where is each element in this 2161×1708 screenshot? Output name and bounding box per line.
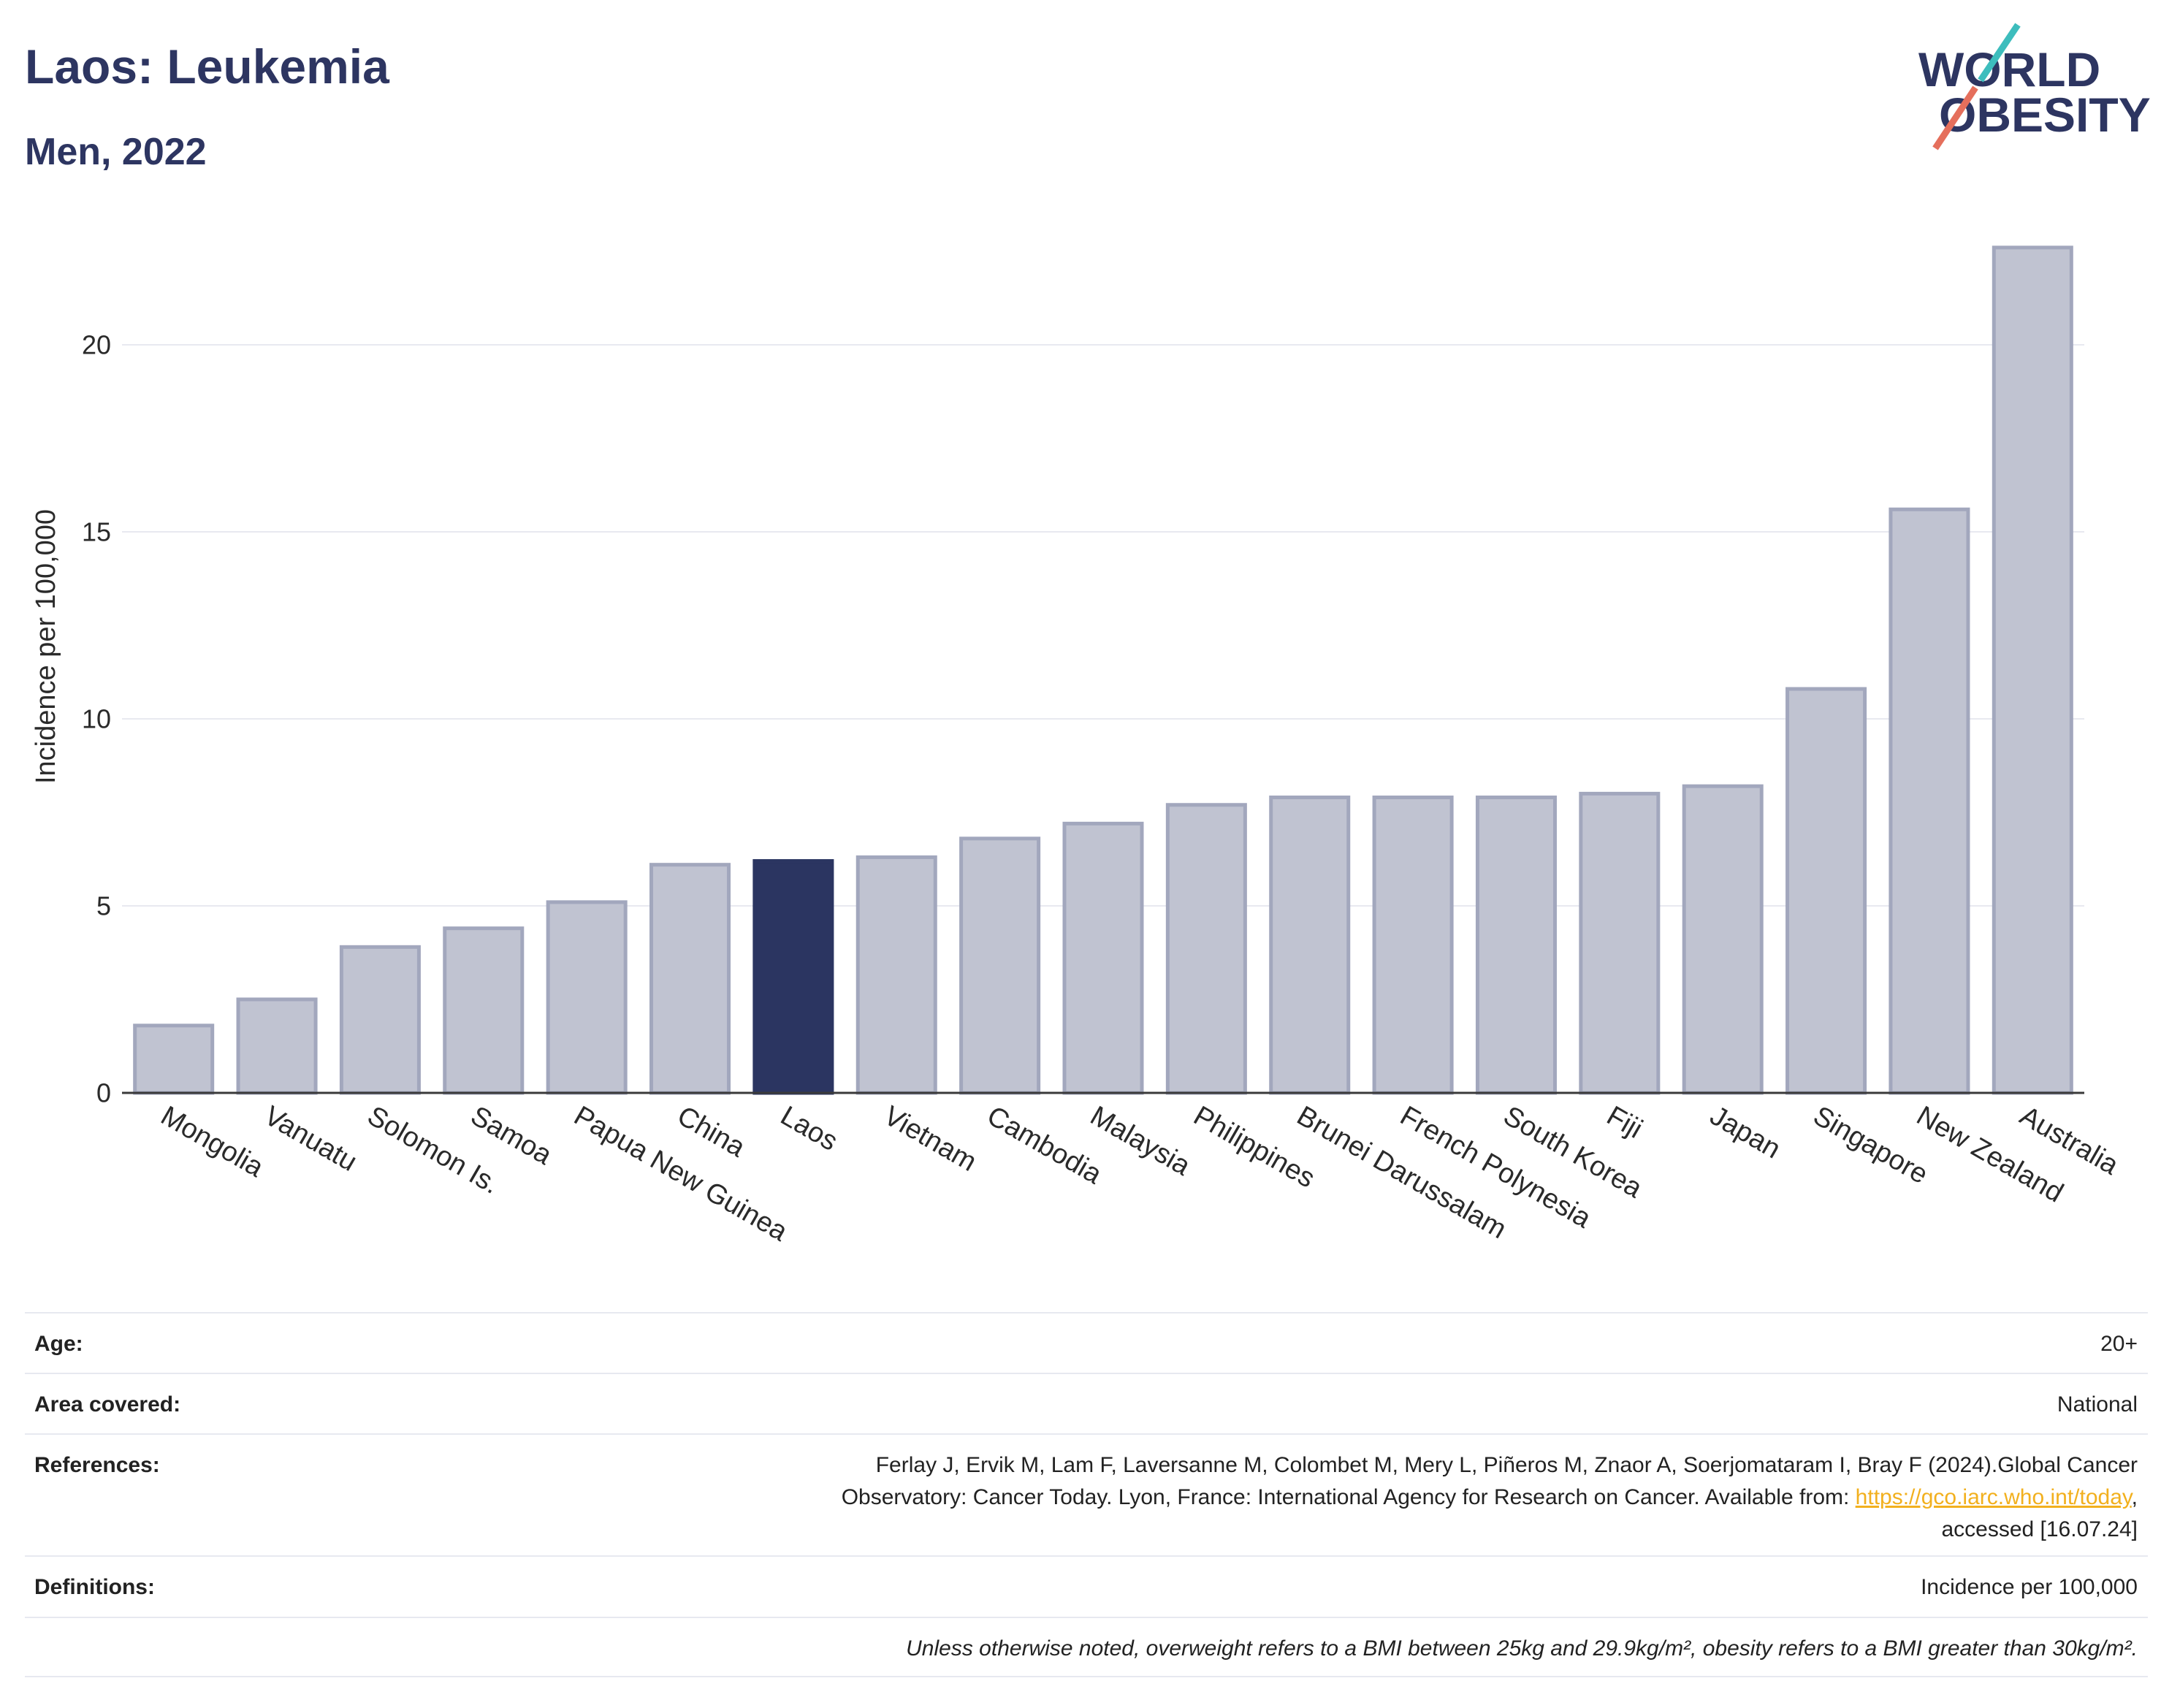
x-tick-label-china: China — [672, 1100, 751, 1163]
row-note: Unless otherwise noted, overweight refer… — [25, 1617, 2148, 1677]
bar-cambodia — [959, 836, 1041, 1095]
page-title: Laos: Leukemia — [25, 39, 389, 94]
bar-australia — [1992, 245, 2073, 1095]
info-table: Age: 20+ Area covered: National Referenc… — [25, 1312, 2148, 1677]
references-line-1: Ferlay J, Ervik M, Lam F, Laversanne M, … — [875, 1453, 2138, 1477]
bar-papua-new-guinea — [546, 900, 628, 1095]
bar-vietnam — [855, 855, 937, 1095]
bar-mongolia — [133, 1023, 215, 1095]
bar-malaysia — [1062, 821, 1144, 1095]
row-area-covered: Area covered: National — [25, 1373, 2148, 1433]
x-tick-label-singapore: Singapore — [1808, 1100, 1933, 1190]
x-tick-label-cambodia: Cambodia — [982, 1100, 1108, 1190]
references-line-2-end: , — [2131, 1485, 2138, 1509]
bar-china — [649, 863, 731, 1095]
logo-text-world: WORLD — [1918, 42, 2100, 96]
row-age: Age: 20+ — [25, 1312, 2148, 1373]
logo-text-obesity: OBESITY — [1939, 88, 2151, 142]
area-covered-value: National — [2057, 1392, 2138, 1417]
world-obesity-logo: WORLD OBESITY — [1918, 23, 2151, 150]
area-covered-label: Area covered: — [34, 1392, 181, 1417]
definitions-label: Definitions: — [34, 1575, 155, 1599]
x-tick-label-mongolia: Mongolia — [156, 1100, 269, 1183]
x-tick-label-laos: Laos — [775, 1100, 842, 1157]
bar-vanuatu — [236, 997, 318, 1095]
y-axis-title: Incidence per 100,000 — [31, 509, 61, 784]
bmi-note: Unless otherwise noted, overweight refer… — [906, 1636, 2138, 1661]
logo-slash-bottom — [1932, 85, 1978, 150]
x-tick-label-vanuatu: Vanuatu — [259, 1100, 362, 1178]
references-value: Ferlay J, Ervik M, Lam F, Laversanne M, … — [842, 1449, 2138, 1546]
bar-brunei-darussalam — [1269, 796, 1351, 1095]
bar-south-korea — [1475, 796, 1557, 1095]
page-subtitle: Men, 2022 — [25, 131, 207, 173]
age-value: 20+ — [2100, 1332, 2138, 1356]
x-tick-label-fiji: Fiji — [1601, 1100, 1647, 1145]
age-label: Age: — [34, 1332, 83, 1356]
bar-french-polynesia — [1372, 796, 1454, 1095]
bar-japan — [1682, 784, 1764, 1095]
bar-solomon-is — [339, 945, 421, 1095]
y-tick-label-20: 20 — [82, 329, 111, 359]
bar-new-zealand — [1889, 507, 1970, 1095]
references-line-2: Observatory: Cancer Today. Lyon, France:… — [842, 1482, 2138, 1514]
bar-singapore — [1785, 687, 1867, 1095]
y-tick-label-10: 10 — [82, 704, 111, 733]
y-tick-label-15: 15 — [82, 516, 111, 546]
bar-laos — [752, 859, 834, 1095]
y-tick-label-5: 5 — [96, 891, 111, 920]
bar-fiji — [1579, 791, 1661, 1095]
x-tick-label-japan: Japan — [1705, 1100, 1786, 1164]
references-label: References: — [34, 1453, 160, 1477]
row-definitions: Definitions: Incidence per 100,000 — [25, 1555, 2148, 1617]
x-tick-label-vietnam: Vietnam — [879, 1100, 982, 1178]
definitions-value: Incidence per 100,000 — [1921, 1575, 2138, 1599]
references-link[interactable]: https://gco.iarc.who.int/today — [1855, 1485, 2132, 1509]
row-references: References: Ferlay J, Ervik M, Lam F, La… — [25, 1433, 2148, 1555]
bar-philippines — [1165, 803, 1247, 1095]
references-line-3: accessed [16.07.24] — [1941, 1517, 2138, 1541]
bar-layer — [133, 245, 2073, 1095]
logo-slash-top — [1978, 23, 2021, 83]
bar-samoa — [443, 926, 525, 1095]
references-line-2-text: Observatory: Cancer Today. Lyon, France:… — [841, 1485, 1856, 1509]
y-tick-label-0: 0 — [96, 1078, 111, 1108]
